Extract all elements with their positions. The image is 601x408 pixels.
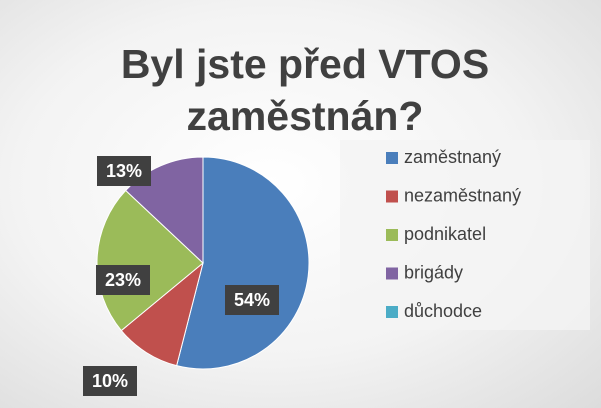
data-label: 54%	[234, 290, 270, 310]
legend-swatch	[386, 190, 398, 203]
data-label: 23%	[105, 270, 141, 290]
chart-title: Byl jste před VTOS zaměstnán?	[120, 41, 490, 139]
legend-label: důchodce	[404, 301, 482, 321]
pie-slice	[176, 156, 310, 370]
legend-swatch	[386, 229, 398, 241]
legend-swatch	[386, 152, 398, 164]
pie-slice	[96, 189, 204, 332]
data-label-box	[225, 285, 279, 315]
data-label-box	[96, 265, 150, 295]
legend-label: nezaměstnaný	[404, 185, 521, 205]
data-label-box	[97, 156, 151, 186]
legend-label: podnikatel	[404, 224, 486, 244]
legend-label: zaměstnaný	[404, 147, 501, 167]
data-label: 13%	[106, 161, 142, 181]
legend-swatch	[386, 306, 398, 318]
data-label: 10%	[92, 371, 128, 391]
legend-swatch	[386, 267, 398, 280]
data-label-box	[83, 366, 137, 396]
legend-label: brigády	[404, 262, 463, 282]
legend-box	[340, 140, 590, 330]
